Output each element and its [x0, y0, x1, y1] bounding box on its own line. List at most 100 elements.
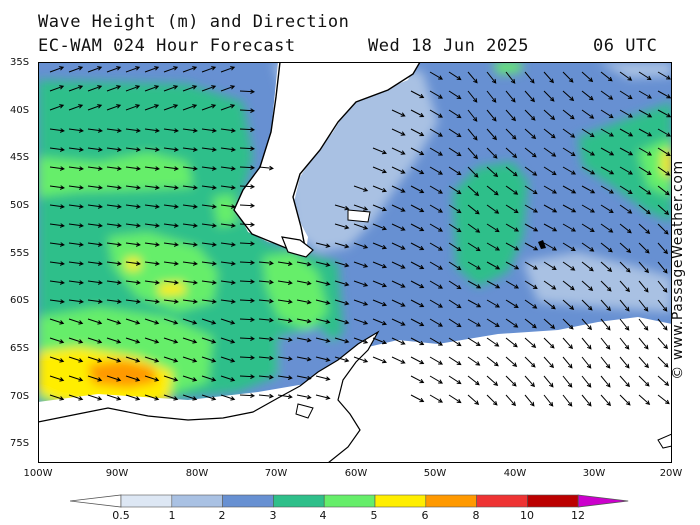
wave-direction-arrow — [201, 104, 217, 111]
wave-direction-arrow — [49, 375, 65, 382]
wave-direction-arrow — [258, 165, 274, 171]
lat-label-50s: 50S — [10, 200, 30, 211]
wave-direction-arrow — [220, 223, 236, 228]
wave-direction-arrow — [125, 185, 141, 190]
wave-direction-arrow — [87, 185, 103, 190]
wave-direction-arrow — [372, 166, 387, 174]
lat-label-45s: 45S — [10, 152, 30, 163]
wave-direction-arrow — [372, 223, 387, 231]
legend-cell — [273, 494, 325, 508]
wave-direction-arrow — [410, 166, 425, 175]
lon-label-30w: 30W — [582, 468, 606, 479]
wave-direction-arrow — [125, 204, 141, 209]
wave-direction-arrow — [372, 204, 387, 212]
wave-direction-arrow — [87, 337, 103, 344]
wave-direction-arrow — [410, 337, 425, 346]
wave-direction-arrow — [334, 242, 350, 249]
lon-label-100w: 100W — [23, 468, 53, 479]
wave-direction-arrow — [334, 223, 350, 230]
wave-direction-arrow — [334, 280, 350, 287]
wave-direction-arrow — [258, 260, 274, 266]
wave-direction-arrow — [372, 318, 387, 326]
wave-direction-arrow — [372, 299, 387, 307]
wave-direction-arrow — [505, 147, 518, 159]
wave-direction-arrow — [657, 71, 672, 80]
wave-direction-arrow — [543, 318, 556, 329]
wave-direction-arrow — [619, 166, 633, 175]
wave-direction-arrow — [581, 242, 595, 252]
wave-direction-arrow — [201, 66, 217, 73]
wave-direction-arrow — [581, 109, 595, 119]
wave-direction-arrow — [429, 185, 443, 194]
legend-cell-below — [70, 494, 122, 508]
wave-direction-arrow — [296, 394, 312, 400]
wave-direction-arrow — [277, 394, 293, 399]
wave-direction-arrow — [486, 71, 497, 84]
wave-direction-arrow — [619, 375, 630, 388]
wave-direction-arrow — [581, 128, 595, 138]
wave-direction-arrow — [600, 356, 611, 369]
wave-direction-arrow — [106, 147, 122, 152]
wave-direction-arrow — [448, 280, 462, 290]
wave-direction-arrow — [277, 261, 293, 266]
wave-direction-arrow — [201, 375, 217, 382]
wave-direction-arrow — [182, 223, 198, 228]
wave-direction-arrow — [638, 147, 652, 156]
wave-direction-arrow — [68, 356, 84, 363]
wave-direction-arrow — [410, 299, 425, 308]
wave-direction-arrow — [182, 261, 198, 266]
wave-direction-arrow — [391, 318, 406, 326]
wave-direction-arrow — [657, 147, 671, 156]
wave-direction-arrow — [220, 166, 236, 171]
lat-label-65s: 65S — [10, 343, 30, 354]
wave-direction-arrow — [296, 299, 312, 305]
wave-direction-arrow — [182, 166, 198, 171]
wave-direction-arrow — [49, 147, 65, 152]
wave-direction-arrow — [448, 109, 462, 119]
wave-direction-arrow — [562, 185, 577, 194]
wave-direction-arrow — [638, 128, 653, 137]
wave-direction-arrow — [619, 109, 634, 118]
wave-direction-arrow — [486, 280, 501, 289]
wave-direction-arrow — [619, 71, 633, 81]
wave-direction-arrow — [486, 337, 500, 347]
wave-direction-arrow — [220, 242, 236, 247]
wave-direction-arrow — [505, 375, 517, 387]
wave-direction-arrow — [163, 166, 179, 171]
wave-direction-arrow — [201, 128, 217, 133]
wave-direction-arrow — [334, 318, 350, 325]
wave-direction-arrow — [220, 375, 236, 382]
wave-direction-arrow — [353, 318, 369, 325]
lat-label-70s: 70S — [10, 391, 30, 402]
wave-direction-arrow — [467, 223, 481, 233]
wave-direction-arrow — [182, 375, 198, 382]
wave-direction-arrow — [486, 223, 500, 233]
wave-direction-arrow — [106, 356, 122, 363]
wave-direction-arrow — [144, 261, 160, 266]
wave-direction-arrow — [448, 71, 462, 81]
wave-direction-arrow — [87, 204, 103, 209]
wave-direction-arrow — [638, 185, 652, 195]
wave-direction-arrow — [581, 318, 592, 331]
wave-direction-arrow — [524, 318, 537, 329]
wave-direction-arrow — [429, 375, 443, 384]
wave-direction-arrow — [106, 337, 122, 344]
wave-direction-arrow — [638, 71, 652, 81]
wave-direction-arrow — [600, 71, 613, 82]
wave-direction-arrow — [486, 242, 501, 251]
wave-direction-arrow — [125, 166, 141, 171]
wave-direction-arrow — [429, 356, 443, 365]
wave-direction-arrow — [562, 318, 574, 330]
wave-direction-arrow — [239, 393, 256, 398]
wave-direction-arrow — [277, 318, 293, 323]
wave-direction-arrow — [315, 280, 331, 286]
wave-direction-arrow — [600, 223, 614, 233]
wave-direction-arrow — [372, 280, 387, 288]
wave-direction-arrow — [543, 356, 554, 369]
wave-direction-arrow — [125, 85, 141, 92]
wave-direction-arrow — [106, 261, 122, 266]
wave-direction-arrow — [562, 261, 576, 271]
legend-cell — [323, 494, 376, 508]
wave-direction-arrow — [296, 318, 312, 324]
wave-direction-arrow — [486, 261, 501, 270]
